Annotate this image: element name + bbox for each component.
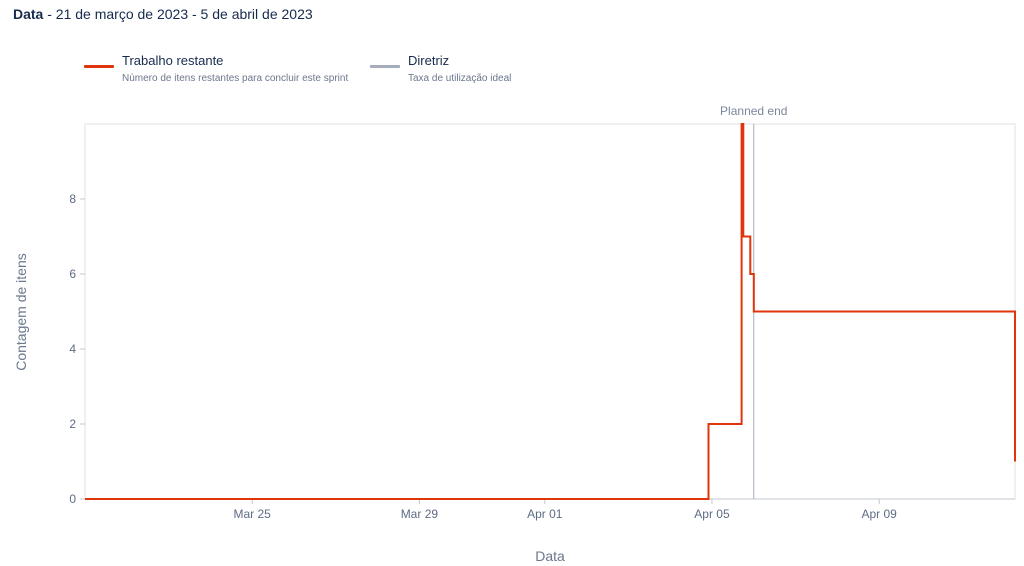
legend-title-guideline: Diretriz <box>408 53 450 68</box>
y-axis-ticks: 0 2 4 6 8 <box>69 192 85 506</box>
y-tick-label: 4 <box>69 342 76 356</box>
data-point[interactable] <box>751 309 757 315</box>
x-tick-label: Mar 25 <box>234 507 272 521</box>
series-layer <box>82 121 1018 502</box>
y-tick-label: 2 <box>69 417 76 431</box>
legend-description-guideline: Taxa de utilização ideal <box>408 73 512 84</box>
data-point[interactable] <box>739 121 745 127</box>
x-tick-label: Mar 29 <box>401 507 439 521</box>
legend-title-remaining-work: Trabalho restante <box>122 53 224 68</box>
planned-end-label: Planned end <box>720 104 787 118</box>
data-point[interactable] <box>740 234 746 240</box>
date-range-label: Data <box>13 6 44 22</box>
y-tick-label: 6 <box>69 267 76 281</box>
date-range-header: Data - 21 de março de 2023 - 5 de abril … <box>13 6 313 22</box>
x-tick-label: Apr 09 <box>861 507 897 521</box>
legend-description-remaining-work: Número de itens restantes para concluir … <box>122 73 349 84</box>
date-range-value: - 21 de março de 2023 - 5 de abril de 20… <box>43 6 313 22</box>
x-tick-label: Apr 01 <box>527 507 563 521</box>
data-point[interactable] <box>1012 459 1018 465</box>
x-tick-label: Apr 05 <box>694 507 730 521</box>
data-point[interactable] <box>705 421 711 427</box>
data-point[interactable] <box>747 271 753 277</box>
x-axis-ticks: Mar 25 Mar 29 Apr 01 Apr 05 Apr 09 <box>234 499 897 521</box>
series-line-remaining-work <box>85 123 1016 500</box>
legend-swatch-remaining-work <box>84 65 114 68</box>
y-tick-label: 8 <box>69 192 76 206</box>
data-point[interactable] <box>82 496 88 502</box>
y-tick-label: 0 <box>69 492 76 506</box>
legend-swatch-guideline <box>370 65 400 68</box>
y-axis-title: Contagem de itens <box>13 253 29 371</box>
x-axis-title: Data <box>535 548 565 564</box>
